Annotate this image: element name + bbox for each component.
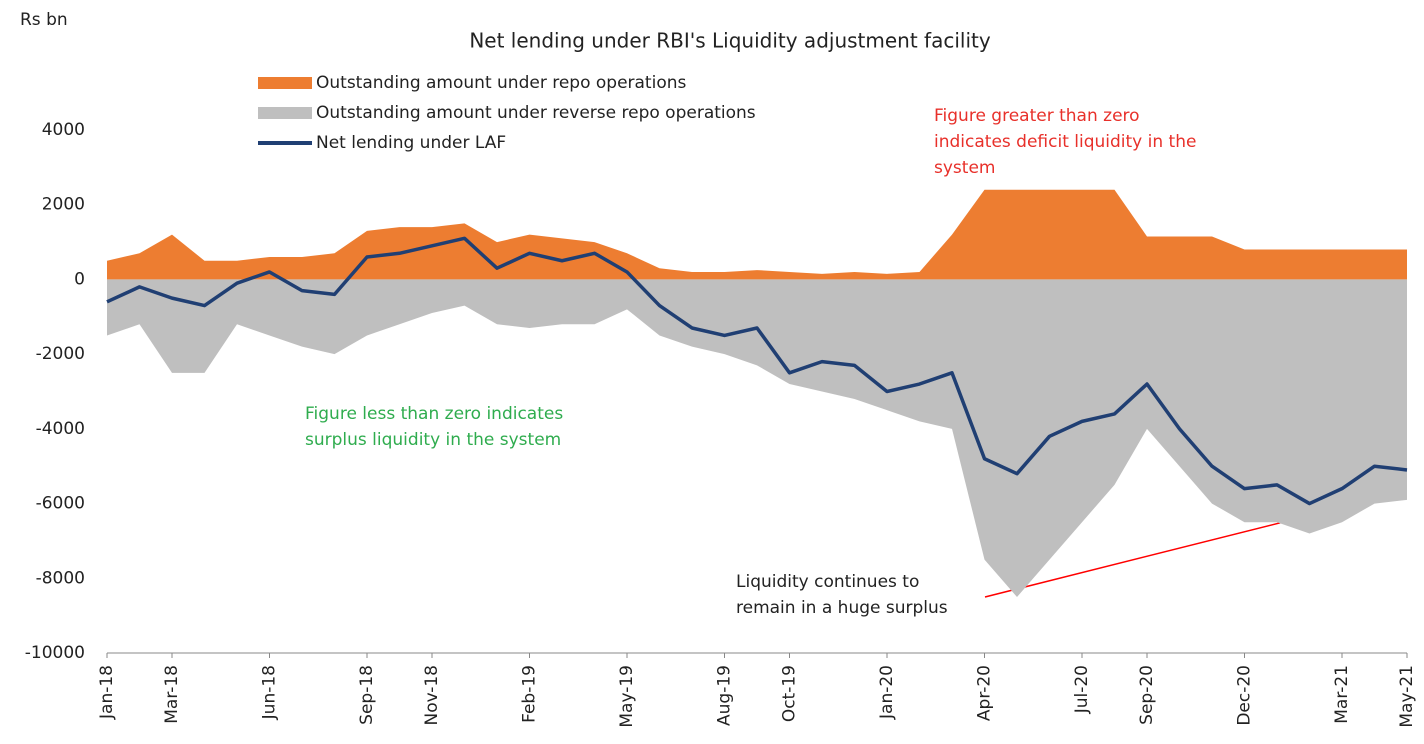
area [107,189,1407,280]
area [107,279,1407,597]
line [106,236,1408,506]
legend-label: Outstanding amount under reverse repo op… [316,103,756,123]
x-tick-label: May-19 [617,665,637,728]
x-tick-label: Apr-20 [975,665,995,721]
y-tick-label: -2000 [36,344,85,364]
x-tick-label: Oct-19 [780,665,800,722]
y-tick-label: 4000 [42,120,85,140]
x-tick-label: Feb-19 [520,665,540,723]
y-tick-label: 2000 [42,195,85,215]
x-tick-label: Mar-21 [1332,665,1352,724]
annotation: Figure greater than zero [934,106,1140,126]
x-tick-label: Mar-18 [162,665,182,724]
annotation: Figure less than zero indicates [305,404,563,424]
legend-swatch [258,77,312,89]
legend-swatch [258,107,312,119]
x-tick-label: Jan-20 [877,665,897,720]
x-tick-label: May-21 [1397,665,1417,728]
chart-title: Net lending under RBI's Liquidity adjust… [469,29,991,53]
x-tick-label: Jun-18 [260,665,280,720]
annotation: surplus liquidity in the system [305,430,561,450]
x-tick-label: Aug-19 [715,665,735,726]
x-tick-label: Jan-18 [97,665,117,720]
legend-label: Net lending under LAF [316,133,506,153]
annotation: indicates deficit liquidity in the [934,132,1196,152]
x-tick-label: Nov-18 [422,665,442,726]
y-tick-label: 0 [74,269,85,289]
x-tick-label: Dec-20 [1235,665,1255,726]
annotation: system [934,158,995,178]
annotation: remain in a huge surplus [736,598,948,618]
y-tick-label: -8000 [36,568,85,588]
x-tick-label: Sep-18 [357,665,377,725]
y-tick-label: -10000 [25,643,85,663]
annotation: Liquidity continues to [736,572,919,592]
x-tick-label: Sep-20 [1137,665,1157,725]
y-tick-label: -6000 [36,494,85,514]
x-tick-label: Jul-20 [1072,665,1092,714]
y-axis-label: Rs bn [20,10,68,30]
legend-label: Outstanding amount under repo operations [316,73,686,93]
y-tick-label: -4000 [36,419,85,439]
